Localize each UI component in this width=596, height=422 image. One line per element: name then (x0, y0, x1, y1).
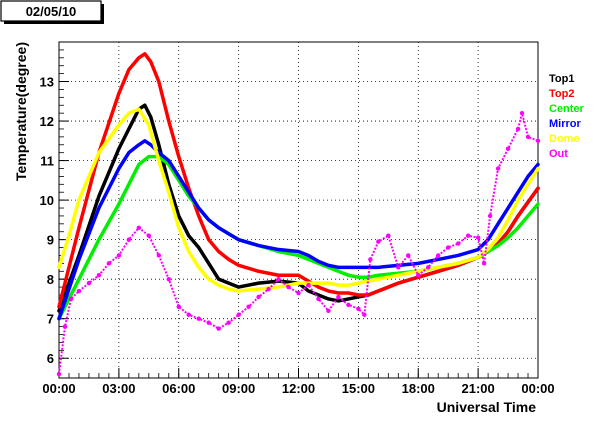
x-tick-label: 09:00 (222, 381, 255, 396)
series-dome (57, 107, 540, 293)
y-tick-label: 8 (47, 272, 54, 287)
x-tick-label: 18:00 (402, 381, 435, 396)
x-tick-label: 15:00 (342, 381, 375, 396)
y-tick-label: 11 (40, 154, 54, 169)
x-tick-label: 00:00 (521, 381, 554, 396)
y-tick-label: 7 (47, 312, 54, 327)
grid-lines (58, 42, 539, 378)
x-tick-label: 03:00 (102, 381, 135, 396)
series-line (57, 139, 540, 321)
axis-ticks (58, 41, 539, 378)
series-trace (58, 112, 539, 375)
date-box-shadow (101, 4, 104, 24)
y-tick-label: 9 (47, 233, 54, 248)
x-tick-label: 00:00 (42, 381, 75, 396)
legend-entry-out: Out (549, 148, 568, 160)
y-axis-title: Temperature(degree) (13, 42, 29, 181)
legend-entry-center: Center (549, 103, 585, 115)
series-out (56, 110, 541, 377)
series-line (57, 107, 540, 293)
y-tick-labels: 6 7 8 9 10 11 12 13 (40, 75, 54, 367)
x-tick-label: 06:00 (162, 381, 195, 396)
series-mirror (57, 139, 540, 321)
y-tick-label: 10 (40, 193, 54, 208)
legend-entry-dome: Dome (549, 133, 580, 145)
x-tick-labels: 00:00 03:00 06:00 09:00 12:00 15:00 18:00 21:00… (42, 381, 554, 396)
y-tick-label: 12 (40, 114, 54, 129)
y-tick-label: 6 (47, 351, 54, 366)
date-label: 02/05/10 (26, 4, 77, 19)
x-tick-label: 21:00 (462, 381, 495, 396)
series-group (56, 52, 541, 377)
legend: Top1 Top2 Center Mirror Dome Out (549, 73, 585, 160)
x-tick-label: 12:00 (282, 381, 315, 396)
x-axis-title: Universal Time (437, 399, 537, 415)
legend-entry-mirror: Mirror (549, 118, 582, 130)
legend-entry-top2: Top2 (549, 88, 574, 100)
legend-entry-top1: Top1 (549, 73, 574, 85)
y-tick-label: 13 (40, 75, 54, 90)
date-box-shadow-bottom (4, 21, 104, 24)
